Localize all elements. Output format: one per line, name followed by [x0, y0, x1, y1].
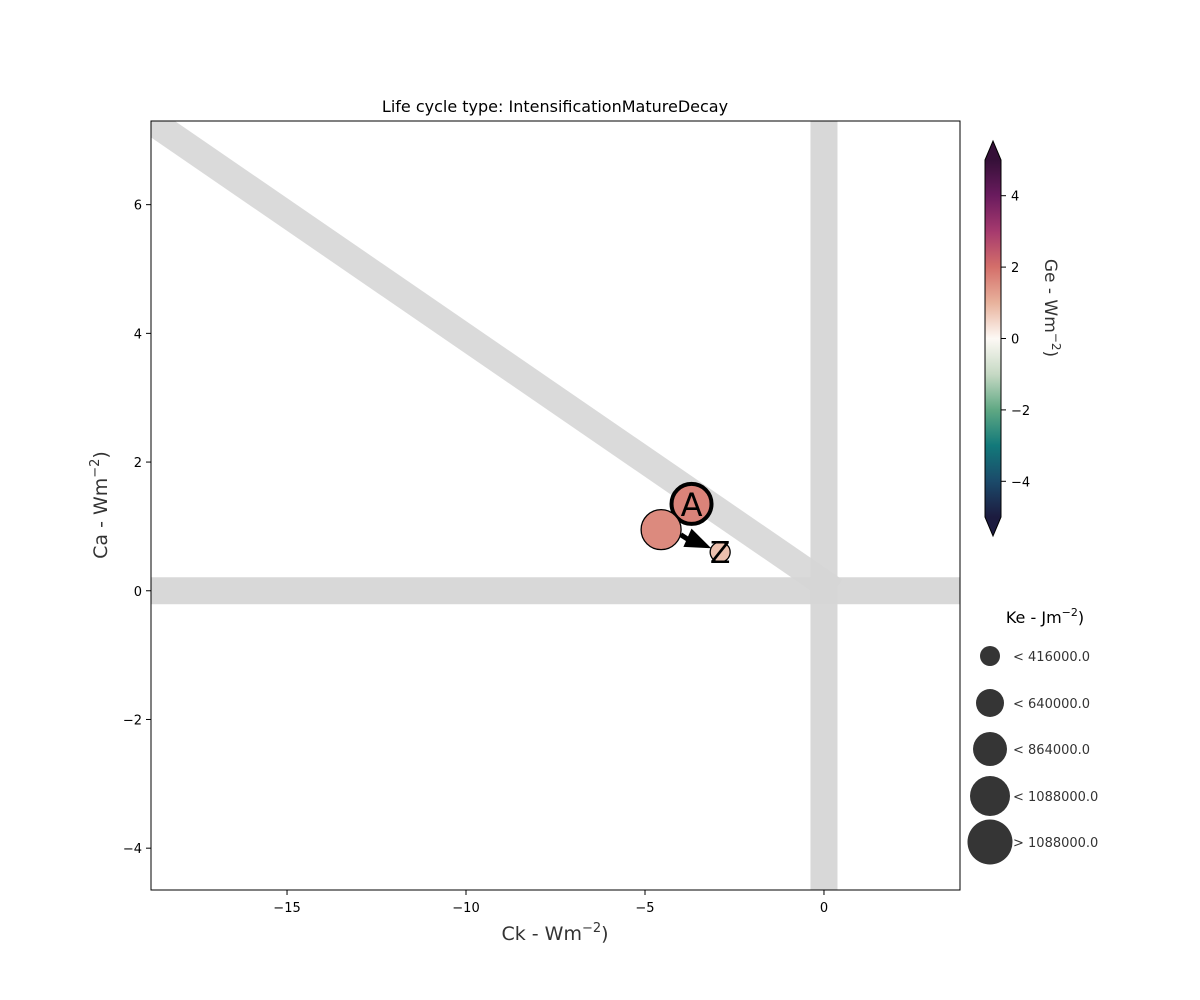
colorbar-gradient [985, 160, 1001, 517]
x-axis-label-close: ) [601, 923, 608, 945]
colorbar-label-text: Ge - Wm [1040, 259, 1060, 333]
y-tick-label: −4 [123, 842, 142, 857]
data-point-0 [669, 481, 714, 526]
y-tick-label: −2 [123, 713, 142, 728]
colorbar-extend-top [985, 141, 1001, 160]
y-tick-label: 2 [134, 456, 142, 471]
trajectory-arrow-head [683, 528, 712, 549]
size-legend-marker [967, 819, 1013, 865]
y-axis-label-text: Ca - Wm [90, 478, 112, 559]
size-legend-title-text: Ke - Jm [1006, 608, 1062, 627]
band-diagonal [151, 121, 843, 602]
colorbar-extend-bottom [985, 517, 1001, 536]
x-axis-label-text: Ck - Wm [501, 923, 582, 945]
y-axis-label-sup: −2 [88, 459, 103, 478]
plot-frame [150, 120, 961, 891]
chart-title: Life cycle type: IntensificationMatureDe… [382, 97, 728, 116]
colorbar-tick-label: 4 [1011, 190, 1019, 205]
size-legend-marker [976, 689, 1004, 717]
size-legend-label: < 416000.0 [1013, 650, 1090, 665]
size-legend-title: Ke - Jm−2) [1006, 606, 1084, 627]
size-legend-title-sup: −2 [1062, 606, 1078, 619]
colorbar-tick-label: 0 [1011, 333, 1019, 348]
y-axis-label: Ca - Wm−2) [88, 451, 112, 559]
size-legend-label: < 1088000.0 [1013, 790, 1098, 805]
x-tick-label: −10 [452, 901, 479, 916]
colorbar-tick-label: −4 [1011, 475, 1030, 490]
y-tick-label: 0 [134, 585, 142, 600]
x-tick-label: 0 [820, 901, 828, 916]
size-legend: < 416000.0 < 640000.0 < 864000.0 < 1088000.… [967, 646, 1098, 865]
colorbar-label: Ge - Wm−2) [1040, 259, 1063, 357]
data-point-2 [709, 541, 731, 563]
size-legend-label: > 1088000.0 [1013, 836, 1098, 851]
data-point-1 [640, 508, 682, 551]
size-legend-marker [973, 732, 1007, 766]
point-label-Z: Z [710, 536, 731, 571]
x-axis-label: Ck - Wm−2) [501, 921, 608, 945]
x-axis-label-sup: −2 [582, 921, 601, 936]
colorbar-tick-label: −2 [1011, 404, 1030, 419]
y-axis-label-close: ) [90, 451, 112, 458]
size-legend-marker [980, 646, 1000, 666]
y-tick-label: 6 [134, 199, 142, 214]
colorbar: 4 2 0 −2 −4 [984, 139, 1030, 538]
reference-bands [151, 121, 960, 890]
colorbar-label-sup: −2 [1049, 333, 1063, 351]
colorbar-label-close: ) [1040, 351, 1060, 358]
colorbar-tick-label: 2 [1011, 261, 1019, 276]
x-tick-label: −15 [273, 901, 300, 916]
size-legend-label: < 864000.0 [1013, 743, 1090, 758]
point-label-A: A [681, 486, 703, 524]
y-axis: −4 −2 0 2 4 6 [123, 199, 151, 857]
data-series: AZ [640, 481, 731, 571]
size-legend-marker [970, 776, 1010, 816]
y-tick-label: 4 [134, 327, 142, 342]
x-tick-label: −5 [635, 901, 654, 916]
size-legend-label: < 640000.0 [1013, 697, 1090, 712]
size-legend-title-close: ) [1078, 608, 1084, 627]
x-axis: −15 −10 −5 0 [273, 890, 828, 916]
colorbar-outline [984, 139, 1002, 538]
